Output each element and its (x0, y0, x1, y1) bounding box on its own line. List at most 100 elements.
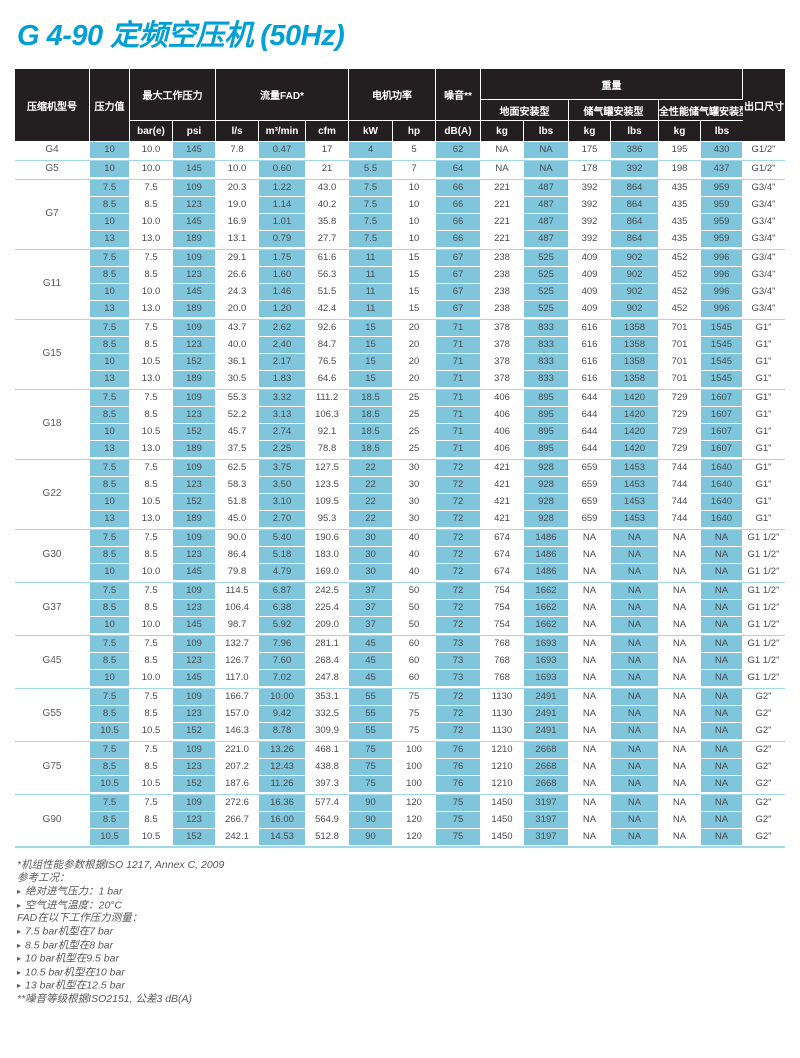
table-row: 10 10.0 145 79.8 4.79 169.0 30 40 72 674 1486 NA NA N… (15, 564, 785, 581)
cell-tank-kg: NA (569, 530, 611, 547)
cell-kw: 7.5 (349, 214, 393, 231)
cell-ground-lbs: 895 (524, 424, 569, 441)
cell-hp: 10 (393, 197, 436, 214)
cell-m3-min: 16.00 (259, 812, 306, 829)
footnote-text: FAD在以下工作压力测量： (17, 912, 143, 924)
group-separator (15, 318, 785, 320)
cell-l-s: 36.1 (216, 354, 259, 371)
footnote-line: *机组性能参数根据ISO 1217, Annex C, 2009 (17, 859, 785, 872)
cell-fullperf-kg: 452 (659, 267, 701, 284)
cell-l-s: 40.0 (216, 337, 259, 354)
cell-tank-lbs: 902 (611, 267, 659, 284)
table-row: 8.5 8.5 123 19.0 1.14 40.2 7.5 10 66 221 487 392 864… (15, 197, 785, 214)
cell-pressure-value: 10 (90, 142, 130, 159)
cell-bar-e: 7.5 (130, 250, 173, 267)
footnote-line: ▸ 10 bar机型在9.5 bar (17, 952, 785, 966)
cell-l-s: 58.3 (216, 477, 259, 494)
cell-ground-kg: 406 (481, 390, 524, 407)
cell-m3-min: 2.70 (259, 511, 306, 528)
cell-outlet-size: G1 1/2" (743, 583, 785, 600)
table-header: 压缩机型号 压力值 最大工作压力 流量FAD* 电机功率 噪音** 重量 出口尺… (15, 69, 785, 142)
cell-tank-kg: 616 (569, 371, 611, 388)
cell-dba: 71 (436, 424, 481, 441)
cell-tank-lbs: NA (611, 617, 659, 634)
cell-ground-lbs: 3197 (524, 812, 569, 829)
footnote-text: **噪音等级根据ISO2151, 公差3 dB(A) (17, 992, 193, 1005)
table-row: 10.5 10.5 152 242.1 14.53 512.8 90 120 75 1450 319… (15, 829, 785, 846)
cell-tank-lbs: 902 (611, 250, 659, 267)
cell-ground-lbs: 3197 (524, 829, 569, 846)
cell-m3-min: 3.50 (259, 477, 306, 494)
cell-bar-e: 8.5 (130, 407, 173, 424)
cell-dba: 66 (436, 197, 481, 214)
cell-fullperf-kg: NA (659, 636, 701, 653)
cell-m3-min: 3.13 (259, 407, 306, 424)
cell-ground-lbs: 1486 (524, 547, 569, 564)
cell-cfm: 78.8 (306, 441, 349, 458)
table-row: 8.5 8.5 123 26.6 1.60 56.3 11 15 67 238 525 409 902 4… (15, 267, 785, 284)
cell-ground-kg: 1210 (481, 776, 524, 793)
cell-hp: 20 (393, 371, 436, 388)
cell-fullperf-kg: 701 (659, 354, 701, 371)
cell-m3-min: 6.38 (259, 600, 306, 617)
footnote-text: 8.5 bar机型在8 bar (25, 939, 114, 951)
cell-pressure-value: 10.5 (90, 723, 130, 740)
footnote-text: 10.5 bar机型在10 bar (25, 966, 125, 978)
cell-psi: 109 (173, 742, 216, 759)
cell-outlet-size: G1" (743, 407, 785, 424)
cell-ground-lbs: 1486 (524, 530, 569, 547)
cell-psi: 145 (173, 617, 216, 634)
cell-hp: 40 (393, 547, 436, 564)
cell-ground-lbs: 1693 (524, 653, 569, 670)
cell-pressure-value: 10 (90, 284, 130, 301)
cell-tank-lbs: NA (611, 829, 659, 846)
cell-fullperf-lbs: 430 (701, 142, 743, 159)
table-row: G15 7.5 7.5 109 43.7 2.62 92.6 15 20 71 378 833 616 1… (15, 320, 785, 388)
cell-outlet-size: G1/2" (743, 161, 785, 178)
cell-outlet-size: G1" (743, 371, 785, 388)
cell-l-s: 272.6 (216, 795, 259, 812)
cell-bar-e: 10.5 (130, 354, 173, 371)
cell-tank-kg: 409 (569, 250, 611, 267)
table-row: 8.5 8.5 123 106.4 6.38 225.4 37 50 72 754 1662 NA NA… (15, 600, 785, 617)
cell-ground-lbs: 487 (524, 214, 569, 231)
cell-bar-e: 10.0 (130, 142, 173, 159)
header-unit-fullperf-kg: kg (659, 121, 701, 142)
cell-cfm: 242.5 (306, 583, 349, 600)
cell-l-s: 29.1 (216, 250, 259, 267)
cell-l-s: 242.1 (216, 829, 259, 846)
cell-bar-e: 8.5 (130, 706, 173, 723)
cell-tank-lbs: 386 (611, 142, 659, 159)
cell-l-s: 30.5 (216, 371, 259, 388)
cell-psi: 123 (173, 267, 216, 284)
cell-fullperf-kg: NA (659, 759, 701, 776)
cell-ground-lbs: 2668 (524, 759, 569, 776)
group-separator (15, 458, 785, 460)
cell-ground-lbs: 833 (524, 320, 569, 337)
table-row: 13 13.0 189 45.0 2.70 95.3 22 30 72 421 928 659 1453… (15, 511, 785, 528)
header-max-working-pressure: 最大工作压力 (130, 69, 216, 121)
cell-pressure-value: 7.5 (90, 460, 130, 477)
cell-kw: 4 (349, 142, 393, 159)
cell-fullperf-kg: 744 (659, 460, 701, 477)
header-unit-dba: dB(A) (436, 121, 481, 142)
cell-dba: 75 (436, 829, 481, 846)
table-row: G90 7.5 7.5 109 272.6 16.36 577.4 90 120 75 1450 31… (15, 795, 785, 846)
cell-dba: 72 (436, 617, 481, 634)
cell-pressure-value: 10 (90, 564, 130, 581)
header-model: 压缩机型号 (15, 69, 90, 142)
footnote-text: 绝对进气压力：1 bar (25, 885, 123, 898)
cell-psi: 189 (173, 511, 216, 528)
cell-fullperf-kg: NA (659, 564, 701, 581)
cell-tank-kg: 659 (569, 511, 611, 528)
cell-fullperf-lbs: NA (701, 742, 743, 759)
header-unit-tank-lbs: lbs (611, 121, 659, 142)
cell-fullperf-lbs: NA (701, 829, 743, 846)
cell-tank-kg: 409 (569, 267, 611, 284)
cell-ground-lbs: 928 (524, 494, 569, 511)
header-unit-kw: kW (349, 121, 393, 142)
cell-fullperf-kg: NA (659, 723, 701, 740)
cell-hp: 75 (393, 723, 436, 740)
header-unit-bar-e: bar(e) (130, 121, 173, 142)
cell-bar-e: 10.5 (130, 829, 173, 846)
